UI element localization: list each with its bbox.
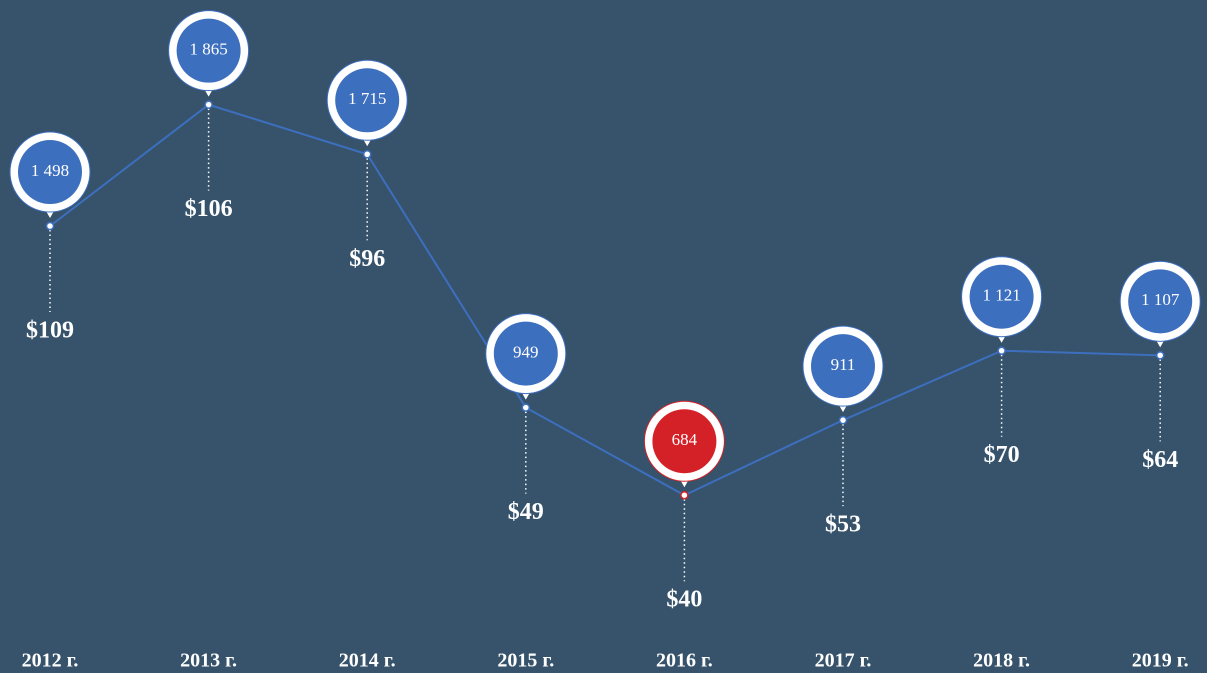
x-tick-label: 2013 г. [180,650,237,672]
point [362,150,372,159]
x-tick-label: 2015 г. [497,650,554,672]
value-label: 949 [513,342,539,361]
pin-inner [335,68,400,133]
price-label: $96 [349,246,385,272]
price-label: $109 [26,318,74,344]
x-tick-label: 2019 г. [1132,650,1189,672]
pin-inner [811,334,875,399]
pin-inner [493,321,558,386]
value-label: 1 715 [348,89,386,108]
price-label: $53 [825,512,861,538]
price-label: $106 [185,196,233,222]
x-tick-label: 2018 г. [973,650,1030,672]
x-tick-label: 2012 г. [22,650,79,672]
pin-inner [1128,269,1193,334]
pin-inner [176,18,241,83]
pin-inner [969,264,1034,329]
point [680,490,689,500]
price-label: $64 [1142,447,1178,473]
x-tick-label: 2016 г. [656,650,713,672]
pin-inner [18,140,82,205]
value-label: 1 498 [31,161,69,180]
price-label: $40 [666,587,702,613]
value-label: 1 121 [982,286,1020,305]
x-tick-label: 2014 г. [339,650,396,672]
point [1155,351,1165,360]
value-label: 1 107 [1141,290,1180,309]
line [49,103,1161,497]
point [521,403,531,412]
x-tick-label: 2017 г. [815,650,872,672]
pin-inner [652,409,717,474]
price-label: $70 [984,442,1020,468]
point [997,346,1006,355]
point [204,100,213,109]
value-label: 1 865 [189,40,227,59]
price-label: $49 [508,499,544,525]
value-label: 911 [831,355,856,374]
value-label: 684 [672,430,698,449]
point [45,221,55,231]
point [838,415,848,425]
